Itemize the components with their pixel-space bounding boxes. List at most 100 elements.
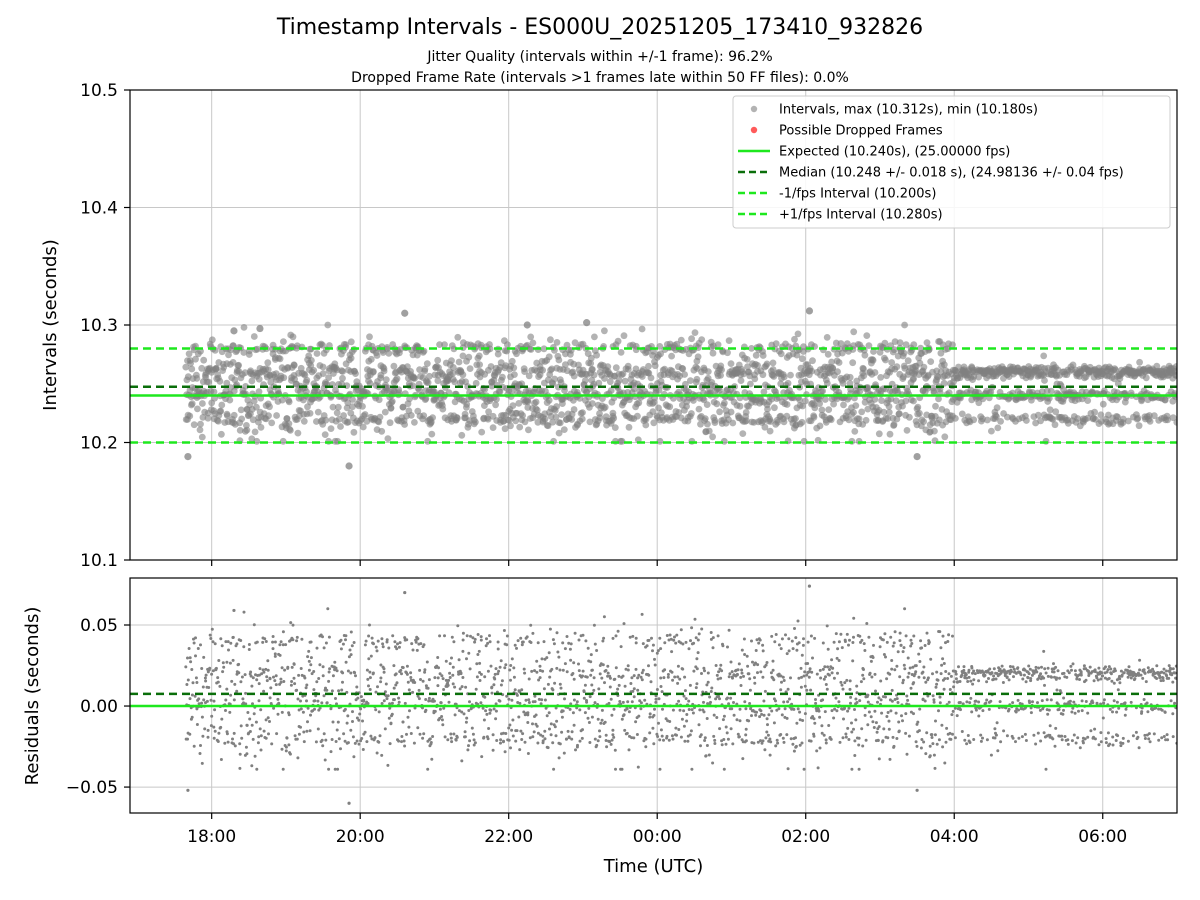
interval-point xyxy=(451,378,458,386)
residual-point xyxy=(467,709,471,712)
residual-point xyxy=(475,675,479,679)
residual-point xyxy=(700,627,704,631)
residual-point xyxy=(433,709,437,713)
residual-point xyxy=(217,659,221,662)
residual-point xyxy=(304,686,308,690)
residual-point xyxy=(368,623,371,627)
residual-point xyxy=(1011,665,1015,669)
chart-title: Timestamp Intervals - ES000U_20251205_17… xyxy=(276,15,924,40)
interval-point xyxy=(794,330,802,338)
residual-point xyxy=(756,663,760,667)
residual-point xyxy=(730,707,734,711)
residual-point xyxy=(499,741,502,745)
interval-point xyxy=(766,427,774,435)
residual-point xyxy=(323,758,327,762)
residual-point xyxy=(998,700,1002,704)
interval-point xyxy=(880,408,888,416)
interval-point xyxy=(937,349,945,357)
interval-point xyxy=(810,413,818,421)
interval-point xyxy=(949,341,956,349)
residual-point xyxy=(598,735,602,739)
residual-point xyxy=(494,717,498,721)
residual-point xyxy=(262,729,266,733)
residual-point xyxy=(190,715,194,719)
residual-point xyxy=(642,739,646,743)
residual-point xyxy=(627,710,631,714)
residual-point xyxy=(647,673,651,677)
interval-point xyxy=(251,428,259,436)
residual-point xyxy=(194,676,198,680)
residual-point xyxy=(192,744,196,748)
residual-point xyxy=(740,648,744,652)
residual-point xyxy=(364,639,368,643)
residual-point xyxy=(217,731,221,735)
interval-point xyxy=(935,395,942,403)
residual-point xyxy=(979,739,983,743)
residual-point xyxy=(685,719,689,723)
residual-point xyxy=(549,722,553,726)
residual-point xyxy=(754,649,758,652)
interval-point xyxy=(975,373,982,381)
residual-point xyxy=(495,739,499,742)
residual-point xyxy=(755,710,758,714)
interval-point xyxy=(268,419,276,427)
residual-point xyxy=(813,636,817,640)
residual-point xyxy=(240,675,244,679)
residual-point xyxy=(310,672,314,676)
residual-point xyxy=(505,643,509,647)
residual-point xyxy=(378,734,382,738)
residual-point xyxy=(877,757,881,761)
residual-point xyxy=(515,729,519,733)
residual-point xyxy=(943,677,947,681)
residual-point xyxy=(379,680,383,684)
residual-point xyxy=(1014,671,1018,675)
residual-point xyxy=(538,669,542,672)
residual-point xyxy=(658,767,662,771)
residual-point xyxy=(858,699,862,703)
interval-point xyxy=(1114,413,1121,421)
interval-point xyxy=(666,403,674,411)
residual-point xyxy=(942,662,946,665)
residual-point xyxy=(613,748,617,752)
interval-point xyxy=(200,356,208,364)
residual-point xyxy=(671,737,675,741)
residual-point xyxy=(423,670,427,674)
residual-point xyxy=(460,759,464,763)
residual-point xyxy=(746,664,750,668)
interval-point xyxy=(920,418,927,425)
residual-point xyxy=(462,712,466,716)
residual-point xyxy=(1023,732,1027,736)
residual-point xyxy=(1044,767,1048,771)
residual-point xyxy=(653,657,656,661)
residual-point xyxy=(457,709,461,713)
residual-point xyxy=(195,723,199,726)
residual-point xyxy=(764,663,768,667)
residual-point xyxy=(488,640,492,644)
residual-point xyxy=(852,635,855,639)
interval-point xyxy=(840,401,847,409)
residual-point xyxy=(614,767,617,771)
residual-point xyxy=(590,715,594,719)
interval-point xyxy=(390,362,398,370)
residual-point xyxy=(781,675,785,679)
interval-point xyxy=(934,373,942,381)
residual-point xyxy=(194,636,197,640)
residual-point xyxy=(906,675,910,679)
residual-point xyxy=(539,702,543,706)
interval-point xyxy=(829,364,836,372)
residual-point xyxy=(499,659,503,663)
residual-point xyxy=(320,738,324,742)
residual-point xyxy=(271,635,275,638)
interval-point xyxy=(582,377,589,384)
residual-point xyxy=(315,646,319,650)
residual-point xyxy=(967,675,971,679)
residual-point xyxy=(936,678,940,682)
residual-point xyxy=(638,699,642,703)
residual-point xyxy=(834,632,838,636)
residual-point xyxy=(1045,698,1049,702)
interval-point xyxy=(736,402,744,410)
residual-point xyxy=(513,688,517,692)
residual-point xyxy=(824,741,828,745)
residual-point xyxy=(839,680,843,684)
residual-point xyxy=(696,638,700,642)
